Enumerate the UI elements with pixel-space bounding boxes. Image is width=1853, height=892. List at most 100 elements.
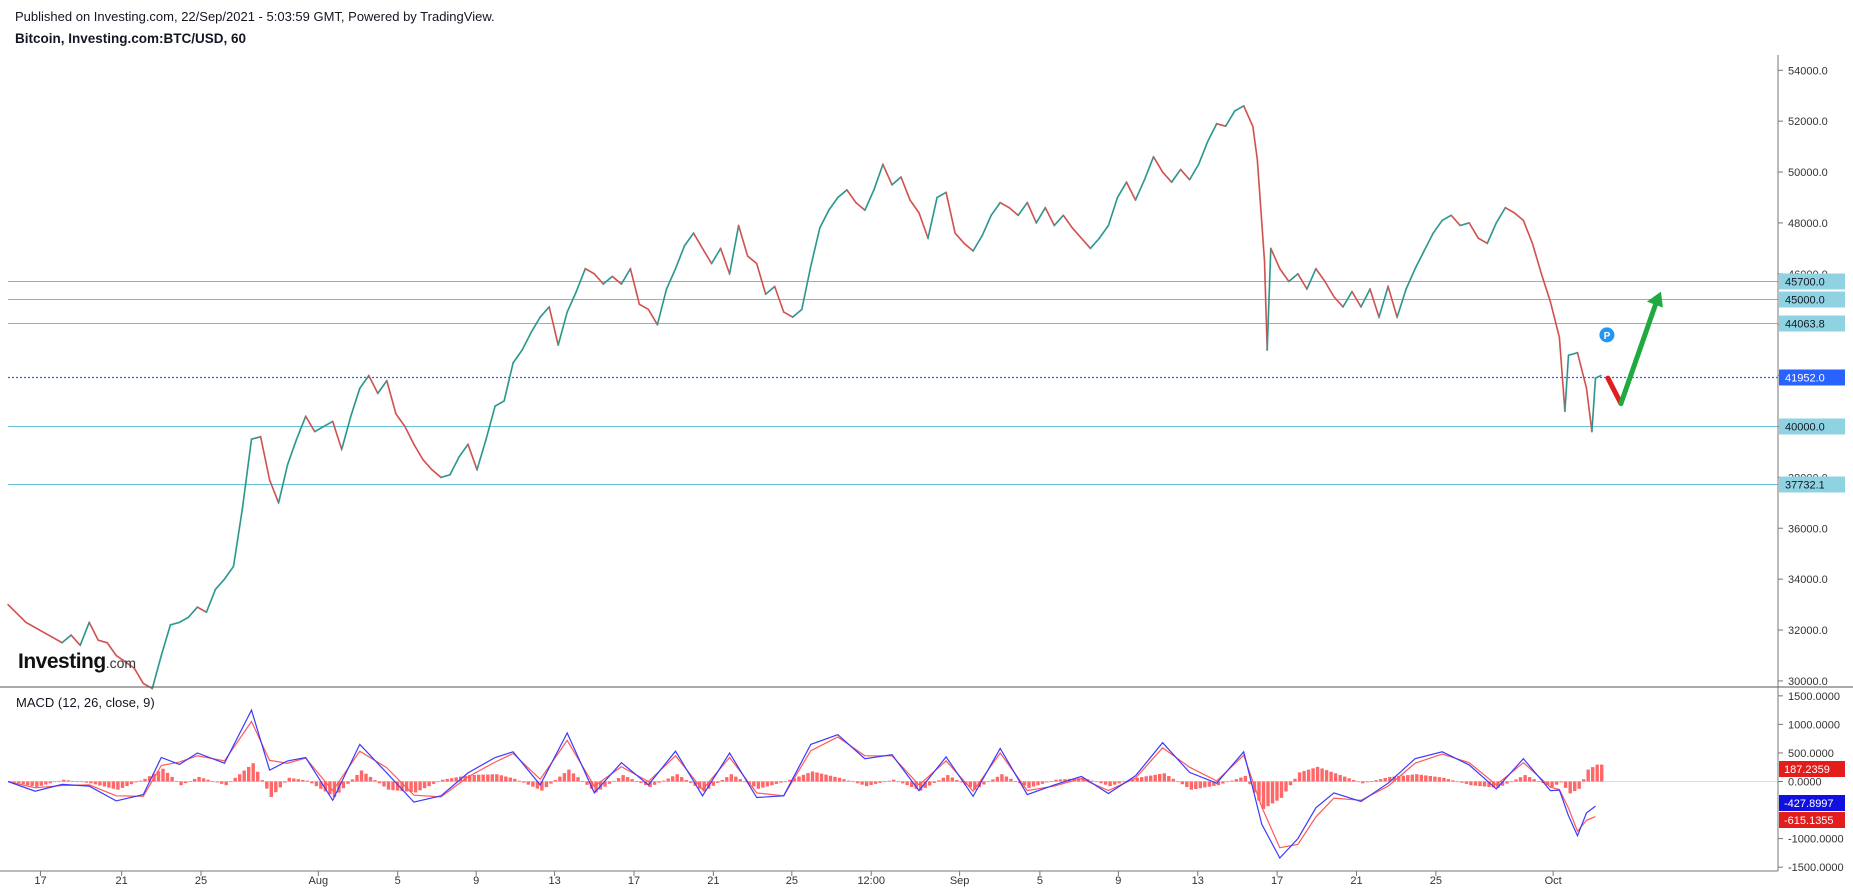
price-candle [1143, 155, 1155, 181]
macd-histogram-bar [382, 781, 386, 787]
macd-histogram-bar [215, 781, 219, 783]
macd-histogram-bar [1401, 775, 1405, 782]
time-tick-label: 9 [1115, 875, 1121, 887]
macd-histogram-bar [1198, 781, 1202, 789]
price-candle [512, 349, 523, 364]
macd-histogram-bar [1428, 776, 1432, 782]
macd-histogram-bar [422, 781, 427, 789]
macd-histogram-bar [53, 781, 57, 783]
macd-histogram-bar [1365, 781, 1369, 783]
macd-histogram-bar [1149, 775, 1153, 782]
macd-histogram-bar [233, 777, 237, 782]
price-candle [855, 201, 866, 212]
level-label-bg [1779, 418, 1845, 435]
price-candle [530, 316, 542, 334]
time-tick-label: 21 [116, 875, 128, 887]
macd-histogram-bar [156, 771, 161, 782]
publish-info: Published on Investing.com, 22/Sep/2021 … [15, 9, 495, 24]
price-candle [1513, 211, 1525, 222]
price-candle [1125, 181, 1137, 201]
macd-histogram-bar [1383, 778, 1387, 782]
macd-histogram-bar [1352, 780, 1356, 782]
macd-histogram-bar [937, 780, 941, 782]
time-tick-label: 5 [395, 875, 401, 887]
price-candle [800, 265, 812, 311]
price-candle [178, 616, 190, 624]
level-label: 45700.0 [1785, 277, 1825, 289]
macd-histogram-bar [441, 779, 445, 782]
price-candle [1287, 272, 1299, 283]
macd-histogram-bar [21, 781, 25, 785]
price-candle [836, 188, 848, 199]
macd-histogram-bar [892, 779, 896, 782]
price-candle [1197, 140, 1209, 166]
level-label-bg [1779, 476, 1845, 493]
macd-histogram-bar [1527, 777, 1532, 782]
time-tick-label: 17 [1271, 875, 1283, 887]
price-candle [142, 682, 154, 690]
price-candle [918, 211, 929, 240]
macd-histogram-bar [1595, 764, 1599, 782]
price-candle [728, 224, 740, 275]
macd-histogram-bar [1036, 781, 1040, 786]
macd-histogram-bar [445, 778, 449, 782]
price-candle [88, 621, 100, 642]
macd-histogram-bar [810, 771, 815, 782]
macd-histogram-bar [1379, 779, 1383, 782]
macd-histogram-bar [427, 781, 431, 787]
macd-histogram-bar [386, 781, 391, 790]
macd-histogram-bar [147, 776, 152, 782]
macd-histogram-bar [1374, 780, 1378, 782]
p-marker [1599, 327, 1615, 343]
macd-histogram-bar [450, 778, 454, 782]
time-tick-label: 25 [195, 875, 207, 887]
macd-value-label: -427.8997 [1784, 798, 1834, 810]
time-tick-label: 17 [628, 875, 640, 887]
price-candle [385, 379, 397, 415]
macd-histogram-bar [111, 781, 116, 789]
macd-histogram-bar [855, 781, 860, 784]
macd-histogram-bar [75, 781, 79, 783]
price-candle [900, 176, 911, 201]
macd-histogram-bar [928, 781, 932, 786]
price-candle [954, 232, 965, 245]
macd-histogram-bar [720, 780, 724, 782]
macd-histogram-bar [639, 781, 643, 783]
btc-price-line [7, 105, 1602, 690]
price-candle [1504, 206, 1516, 214]
price-candle [1387, 285, 1398, 319]
macd-histogram-bar [738, 779, 742, 782]
macd-histogram-bar [1302, 771, 1306, 782]
price-candle [791, 308, 803, 319]
macd-histogram-bar [648, 781, 652, 787]
price-candle [1459, 221, 1471, 227]
price-candle [412, 443, 424, 461]
price-candle [1071, 227, 1083, 240]
price-candle [61, 634, 72, 644]
macd-histogram-bar [896, 781, 900, 783]
macd-histogram-bar [477, 774, 481, 782]
time-tick-label: Aug [308, 875, 328, 887]
price-candle [403, 425, 415, 446]
macd-histogram-bar [531, 781, 535, 787]
price-candle [864, 188, 875, 212]
macd-histogram-bar [1370, 781, 1374, 782]
macd-histogram-bar [779, 781, 783, 783]
price-candle [1585, 387, 1593, 433]
price-candle [1450, 214, 1462, 227]
macd-histogram-bar [522, 781, 526, 783]
macd-histogram-bar [165, 772, 170, 782]
price-candle [891, 176, 902, 186]
macd-histogram-bar [1248, 781, 1252, 785]
macd-histogram-bar [436, 781, 440, 783]
price-candle [440, 473, 451, 479]
macd-histogram-bar [174, 781, 179, 782]
price-candle [1558, 336, 1566, 413]
macd-histogram-bar [788, 779, 792, 782]
macd-histogram-bar [1257, 781, 1261, 801]
macd-histogram-bar [1514, 779, 1518, 782]
macd-histogram-bar [251, 763, 255, 782]
macd-histogram-bar [1320, 768, 1324, 782]
macd-histogram-bar [260, 780, 264, 782]
macd-histogram-bar [1221, 781, 1225, 784]
